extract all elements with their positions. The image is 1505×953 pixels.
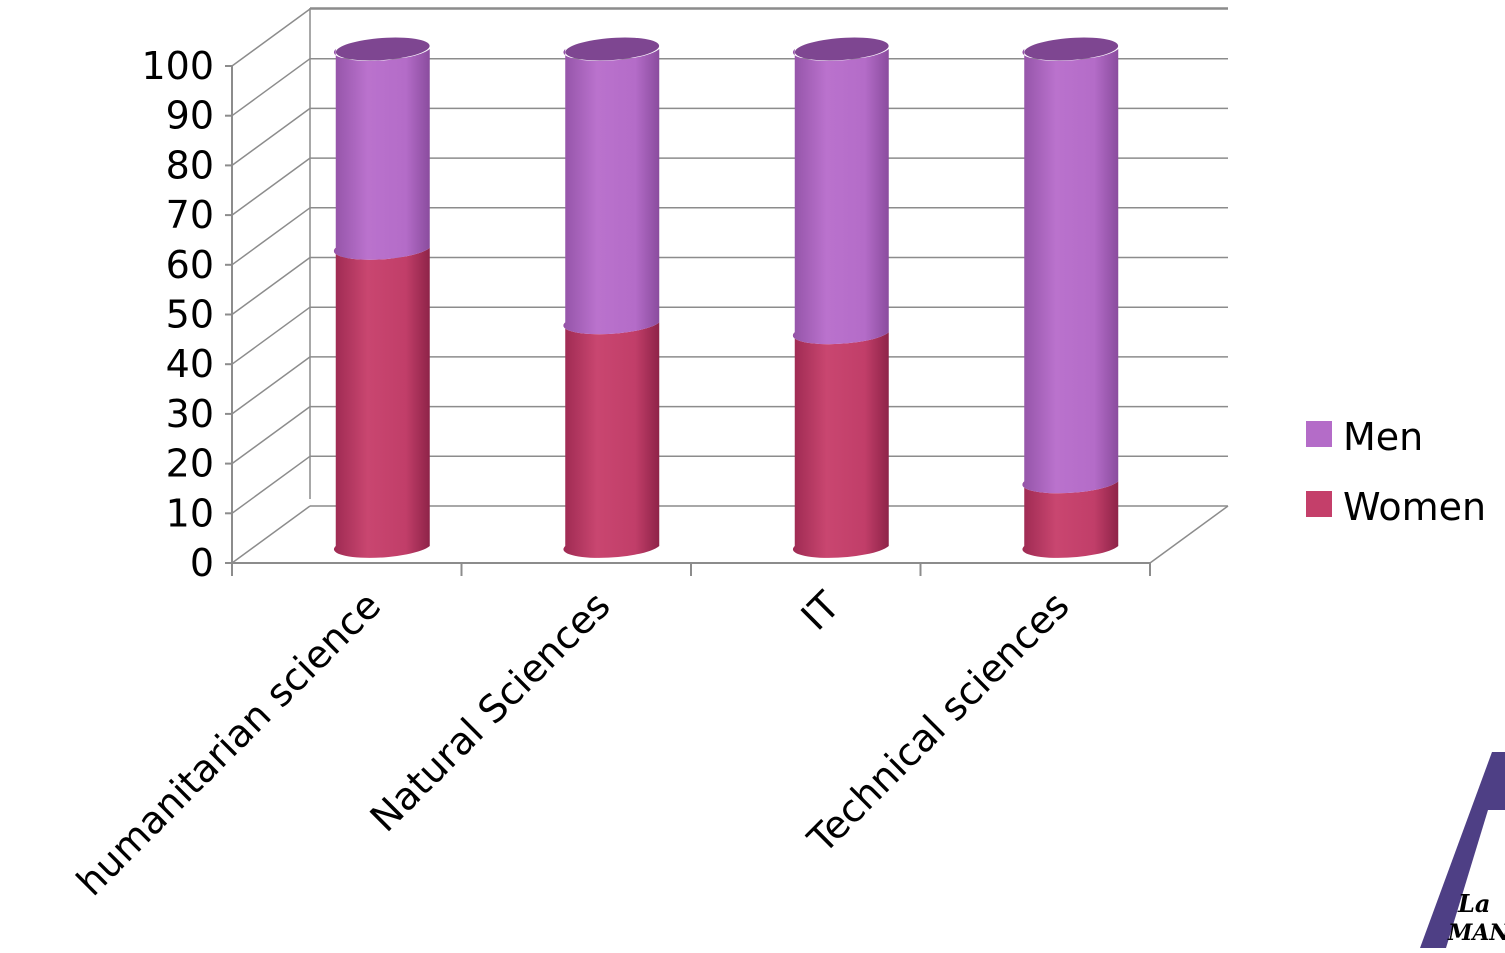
gridline-diagonal bbox=[231, 207, 311, 266]
logo-text-la: La bbox=[1457, 889, 1490, 918]
logo-text-manch: MANCH bbox=[1447, 920, 1505, 946]
y-tick-label: 100 bbox=[141, 44, 214, 88]
bar-women-1 bbox=[563, 322, 660, 558]
bar-men-2 bbox=[792, 49, 889, 345]
bar-men-0 bbox=[333, 49, 430, 260]
x-tick-label: Natural Sciences bbox=[362, 583, 619, 840]
legend-swatch-men bbox=[1306, 421, 1332, 447]
legend-label-women: Women bbox=[1343, 485, 1486, 529]
axes bbox=[225, 65, 1151, 576]
bar-top-cap-1 bbox=[565, 37, 660, 61]
bar-men-1 bbox=[563, 49, 660, 335]
x-tick-label: humanitarian science bbox=[68, 583, 389, 904]
gridline-diagonal bbox=[231, 157, 311, 216]
gridline-diagonal bbox=[231, 356, 311, 415]
bar-top-cap-2 bbox=[794, 37, 889, 61]
x-tick-label: IT bbox=[793, 583, 849, 639]
y-tick-label: 50 bbox=[166, 293, 214, 337]
gridline-diagonal bbox=[231, 455, 311, 514]
y-tick-label: 80 bbox=[166, 143, 214, 187]
logo-triangle-inner bbox=[1446, 810, 1505, 948]
bar-top-cap-3 bbox=[1024, 37, 1119, 61]
y-tick-label: 60 bbox=[166, 243, 214, 287]
y-tick-label: 30 bbox=[166, 392, 214, 436]
y-tick-label: 90 bbox=[166, 94, 214, 138]
legend: Men Women bbox=[1306, 415, 1486, 529]
gridline-diagonal bbox=[231, 8, 311, 67]
y-tick-label: 10 bbox=[166, 491, 214, 535]
bars bbox=[333, 37, 1119, 558]
bar-top-cap-0 bbox=[335, 37, 430, 61]
logo: La MANCH bbox=[1420, 752, 1505, 948]
gridline-diagonal bbox=[231, 505, 311, 564]
gridline-diagonal bbox=[231, 58, 311, 117]
y-tick-label: 40 bbox=[166, 342, 214, 386]
gridline-diagonal bbox=[231, 256, 311, 316]
y-tick-label: 20 bbox=[166, 442, 214, 486]
bar-women-2 bbox=[792, 332, 889, 558]
legend-label-men: Men bbox=[1343, 415, 1423, 459]
legend-swatch-women bbox=[1306, 491, 1332, 517]
gridline-diagonal bbox=[231, 306, 311, 365]
bar-women-0 bbox=[333, 247, 430, 558]
y-axis-ticks: 0 10 20 30 40 50 60 70 80 90 100 bbox=[141, 44, 214, 585]
x-tick-label: Technical sciences bbox=[799, 583, 1078, 862]
gridline-diagonal bbox=[231, 405, 311, 465]
bar-women-3 bbox=[1022, 481, 1119, 558]
gridline-diagonal bbox=[231, 107, 311, 167]
bar-men-3 bbox=[1022, 49, 1119, 494]
floor-right-edge bbox=[1149, 505, 1229, 564]
y-tick-label: 0 bbox=[190, 541, 214, 585]
y-tick-label: 70 bbox=[166, 193, 214, 237]
